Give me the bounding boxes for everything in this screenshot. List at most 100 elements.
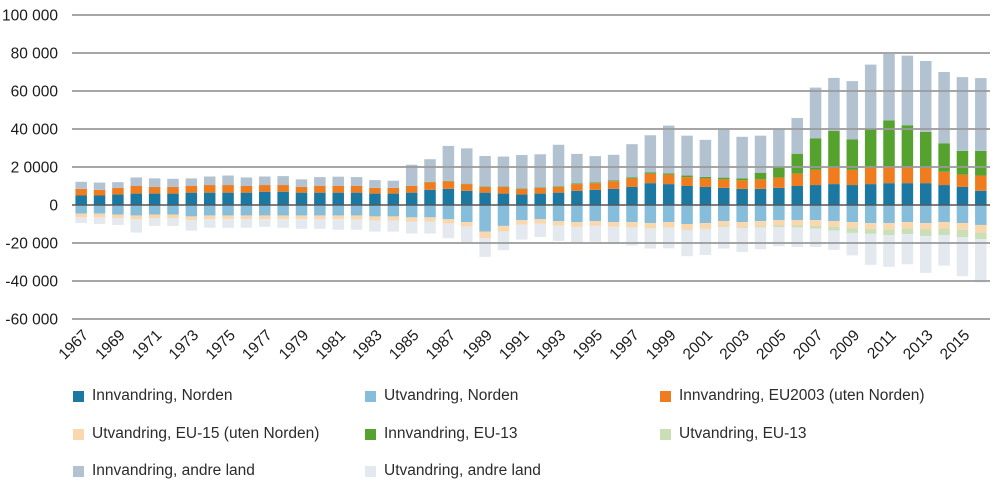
bar-1990-inn_norden — [497, 193, 510, 205]
bar-1992-inn_norden — [534, 193, 546, 205]
bar-1971-inn_eu2003 — [148, 186, 161, 194]
bar-2016-ut_norden — [975, 205, 987, 225]
bar-2008-ut_eu13 — [828, 226, 840, 231]
bar-1980-ut_norden — [314, 205, 326, 216]
legend-label-ut_andre: Utvandring, andre land — [384, 462, 541, 479]
bar-1994-inn_eu13 — [571, 183, 583, 185]
y-tick-label: 0 — [49, 198, 58, 215]
bar-1997-ut_andre — [626, 227, 638, 246]
bar-1969-ut_eu15 — [112, 214, 124, 219]
bar-1969-inn_andre — [112, 182, 124, 188]
bar-1978-inn_andre — [277, 176, 289, 186]
bar-1970-inn_andre — [130, 177, 143, 186]
bar-2011-inn_andre — [883, 53, 895, 121]
bar-2004-ut_eu15 — [754, 221, 767, 227]
bar-2003-inn_andre — [736, 136, 748, 179]
bar-1982-ut_andre — [350, 219, 363, 230]
legend-label-ut_eu13: Utvandring, EU-13 — [679, 425, 807, 442]
bar-1968-ut_eu15 — [93, 213, 106, 218]
x-tick-label-2013: 2013 — [900, 327, 936, 363]
legend-swatch-inn_eu13 — [365, 428, 376, 440]
bar-1993-ut_eu15 — [552, 221, 565, 226]
bar-2009-ut_norden — [846, 205, 859, 223]
bar-1997-inn_eu13 — [626, 177, 638, 179]
bar-1991-inn_eu2003 — [516, 188, 528, 195]
bar-1990-ut_eu15 — [497, 225, 510, 232]
bar-1975-ut_eu15 — [222, 215, 234, 220]
bar-2014-ut_eu13 — [938, 228, 950, 236]
bar-1974-ut_norden — [203, 205, 216, 216]
bar-1974-inn_eu2003 — [203, 185, 216, 193]
bar-1999-inn_eu2003 — [662, 174, 675, 185]
bar-1996-ut_andre — [607, 226, 620, 245]
bar-1996-inn_norden — [607, 188, 620, 205]
bar-2006-ut_eu13 — [791, 225, 803, 228]
bar-1979-inn_eu2003 — [295, 186, 308, 193]
bar-2003-ut_andre — [736, 227, 748, 252]
bar-1982-ut_norden — [350, 205, 363, 216]
bar-1971-ut_andre — [148, 218, 161, 226]
bar-1999-inn_eu13 — [662, 173, 675, 175]
y-tick-label: 100 000 — [2, 8, 58, 25]
bar-1996-inn_eu2003 — [607, 181, 620, 189]
legend-label-ut_norden: Utvandring, Norden — [384, 387, 519, 404]
bar-1967-inn_andre — [75, 181, 87, 189]
bar-1983-ut_norden — [369, 205, 381, 217]
bar-1985-ut_norden — [405, 205, 418, 218]
bar-1983-inn_norden — [369, 193, 381, 205]
bar-1977-inn_norden — [259, 191, 271, 205]
bar-2010-inn_andre — [864, 64, 877, 129]
bar-2015-inn_andre — [956, 77, 969, 151]
x-tick-label-2007: 2007 — [790, 327, 826, 363]
bar-1972-ut_andre — [167, 218, 179, 226]
bar-1996-inn_eu13 — [607, 180, 620, 182]
bar-1974-ut_eu15 — [203, 215, 216, 220]
x-tick-label-1987: 1987 — [423, 327, 459, 363]
bar-2004-inn_norden — [754, 188, 767, 205]
bar-1985-inn_eu2003 — [405, 186, 418, 193]
bar-2005-ut_eu15 — [773, 220, 785, 226]
x-tick-label-1969: 1969 — [92, 327, 128, 363]
bar-2013-inn_norden — [919, 183, 932, 205]
bar-1989-inn_eu2003 — [479, 186, 491, 193]
bar-1992-inn_eu13 — [534, 187, 546, 188]
y-tick-label: 2 0000 — [11, 160, 59, 177]
bar-2002-inn_andre — [718, 128, 730, 178]
bar-1994-ut_andre — [571, 226, 583, 243]
bar-2007-inn_eu2003 — [809, 169, 822, 186]
bar-1975-inn_norden — [222, 192, 234, 205]
bar-1981-ut_norden — [332, 205, 344, 216]
bar-2000-inn_eu2003 — [681, 177, 693, 186]
legend-item-inn_norden: Innvandring, Norden — [73, 388, 232, 404]
bar-1998-inn_norden — [644, 183, 657, 205]
bar-1991-ut_andre — [516, 224, 528, 240]
bar-2001-inn_andre — [699, 139, 712, 177]
bar-1968-ut_andre — [93, 217, 106, 224]
bar-1993-inn_norden — [552, 192, 565, 205]
bar-2009-ut_eu15 — [846, 222, 859, 229]
bar-1981-ut_eu15 — [332, 215, 344, 220]
bar-1992-ut_norden — [534, 205, 546, 220]
bar-1996-ut_norden — [607, 205, 620, 223]
y-axis-labels: 100 000 80 000 60 000 40 000 2 0000 0 -20 000 -… — [2, 8, 58, 329]
x-tick-label-1983: 1983 — [349, 327, 385, 363]
x-tick-label-1991: 1991 — [496, 327, 532, 363]
legend-swatch-ut_eu15 — [73, 428, 84, 440]
bar-2015-ut_andre — [956, 237, 969, 277]
bar-1976-inn_andre — [240, 177, 253, 186]
bar-1991-inn_andre — [516, 155, 528, 189]
bar-1972-inn_eu2003 — [167, 186, 179, 194]
bar-1967-inn_norden — [75, 195, 87, 205]
bar-1988-inn_eu2003 — [460, 184, 473, 191]
bar-2002-inn_eu2003 — [718, 179, 730, 188]
bar-1988-inn_andre — [460, 148, 473, 184]
bar-2002-ut_eu15 — [718, 221, 730, 227]
bar-1981-inn_eu2003 — [332, 186, 344, 193]
bar-1993-inn_eu2003 — [552, 186, 565, 193]
bar-1983-ut_eu15 — [369, 216, 381, 221]
bar-1978-inn_norden — [277, 191, 289, 205]
bar-1984-ut_norden — [387, 205, 400, 217]
x-tick-label-2001: 2001 — [680, 327, 716, 363]
x-tick-label-2009: 2009 — [827, 327, 863, 363]
bar-1967-ut_eu15 — [75, 213, 87, 218]
